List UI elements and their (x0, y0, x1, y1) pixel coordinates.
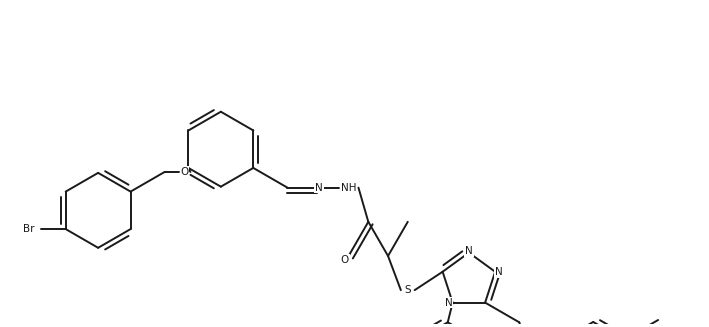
Text: N: N (465, 246, 473, 256)
Text: O: O (340, 255, 349, 265)
Text: N: N (495, 267, 503, 277)
Text: Br: Br (23, 224, 34, 234)
Text: NH: NH (341, 183, 357, 193)
Text: O: O (180, 167, 189, 177)
Text: N: N (315, 183, 323, 193)
Text: S: S (404, 285, 411, 295)
Text: N: N (445, 298, 452, 308)
